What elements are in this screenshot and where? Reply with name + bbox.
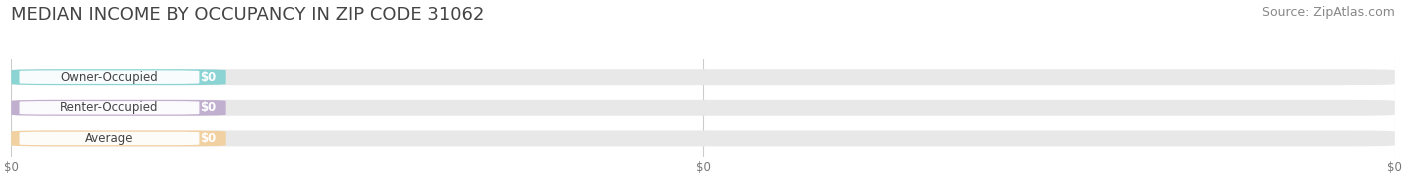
Text: $0: $0 — [200, 132, 217, 145]
FancyBboxPatch shape — [11, 69, 226, 85]
Text: Average: Average — [86, 132, 134, 145]
FancyBboxPatch shape — [20, 101, 200, 114]
Text: Renter-Occupied: Renter-Occupied — [60, 101, 159, 114]
Text: Owner-Occupied: Owner-Occupied — [60, 71, 159, 84]
Text: $0: $0 — [200, 101, 217, 114]
Text: Source: ZipAtlas.com: Source: ZipAtlas.com — [1261, 6, 1395, 19]
Text: $0: $0 — [200, 71, 217, 84]
FancyBboxPatch shape — [11, 100, 226, 116]
FancyBboxPatch shape — [11, 131, 1395, 146]
FancyBboxPatch shape — [20, 70, 200, 84]
FancyBboxPatch shape — [20, 132, 200, 145]
FancyBboxPatch shape — [11, 131, 226, 146]
FancyBboxPatch shape — [11, 100, 1395, 116]
Text: MEDIAN INCOME BY OCCUPANCY IN ZIP CODE 31062: MEDIAN INCOME BY OCCUPANCY IN ZIP CODE 3… — [11, 6, 485, 24]
FancyBboxPatch shape — [11, 69, 1395, 85]
